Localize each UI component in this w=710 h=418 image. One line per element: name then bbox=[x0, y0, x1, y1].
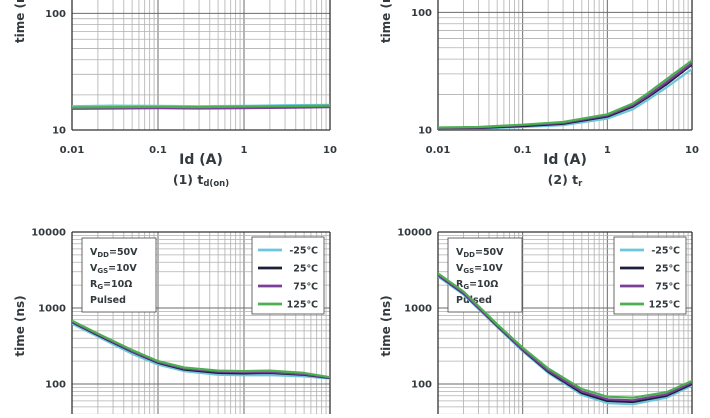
series-group bbox=[438, 272, 692, 406]
condition-line: Pulsed bbox=[90, 295, 126, 306]
series-line-4 bbox=[72, 104, 330, 109]
condition-subscript: GS bbox=[463, 267, 474, 275]
x-tick-label: 10 bbox=[685, 145, 699, 156]
condition-line: VDD=50V bbox=[90, 247, 138, 259]
panel-caption: (1) td(on) bbox=[173, 172, 229, 189]
series-line-4 bbox=[438, 59, 692, 129]
condition-value: =10V bbox=[108, 263, 137, 274]
condition-line: VGS=10V bbox=[90, 263, 137, 275]
condition-line: VDD=50V bbox=[456, 247, 504, 259]
condition-value: =10Ω bbox=[103, 279, 132, 290]
legend-label: 125℃ bbox=[287, 300, 318, 311]
condition-value: =50V bbox=[109, 247, 138, 258]
condition-subscript: GS bbox=[97, 267, 108, 275]
conditions-box bbox=[81, 237, 157, 313]
series-line-4 bbox=[438, 272, 692, 399]
condition-symbol: V bbox=[456, 263, 464, 274]
y-tick-label: 100 bbox=[45, 380, 66, 391]
condition-subscript: DD bbox=[463, 251, 475, 259]
condition-subscript: G bbox=[463, 283, 469, 291]
series-line-3 bbox=[72, 105, 330, 110]
x-tick-label: 1 bbox=[241, 145, 248, 156]
series-group bbox=[72, 103, 330, 110]
conditions-box bbox=[447, 237, 523, 313]
condition-line: RG=10Ω bbox=[456, 279, 498, 291]
condition-line: RG=10Ω bbox=[90, 279, 132, 291]
condition-value: =10V bbox=[474, 263, 503, 274]
y-tick-label: 10000 bbox=[31, 228, 66, 239]
y-tick-label: 100 bbox=[411, 8, 432, 19]
series-line-1 bbox=[72, 322, 330, 380]
gridlines bbox=[437, 0, 692, 131]
y-tick-label: 1000 bbox=[404, 304, 432, 315]
condition-symbol: V bbox=[90, 247, 98, 258]
y-tick-label: 1000 bbox=[38, 304, 66, 315]
gridlines bbox=[71, 0, 330, 131]
caption-main: (2) t bbox=[548, 172, 578, 187]
y-tick-label: 10 bbox=[52, 126, 66, 137]
caption-subscript: r bbox=[578, 179, 583, 189]
legend-label: 125℃ bbox=[649, 300, 680, 311]
condition-subscript: G bbox=[97, 283, 103, 291]
series-line-4 bbox=[72, 319, 330, 379]
caption-main: (1) t bbox=[173, 172, 203, 187]
chart-panel-2: 10 100 0.01 0.1 1 10 Id (A) (2) tr time (ns) bbox=[379, 0, 699, 189]
x-axis-title: Id (A) bbox=[543, 152, 587, 168]
y-axis-title: time (ns) bbox=[13, 295, 27, 356]
legend-label: -25℃ bbox=[289, 246, 318, 257]
condition-symbol: R bbox=[456, 279, 464, 290]
condition-symbol: R bbox=[90, 279, 98, 290]
y-tick-label: 10000 bbox=[397, 228, 432, 239]
chart-panel-1: 10 100 0.01 0.1 1 10 Id (A) (1) td(on) time (ns) bbox=[13, 0, 337, 189]
condition-symbol: V bbox=[456, 247, 464, 258]
y-tick-label: 100 bbox=[45, 9, 66, 20]
series-group bbox=[438, 59, 692, 130]
legend-label: 25℃ bbox=[293, 264, 318, 275]
x-axis-title: Id (A) bbox=[179, 152, 223, 168]
series-line-1 bbox=[438, 67, 692, 130]
x-tick-label: 0.01 bbox=[60, 145, 85, 156]
condition-line: VGS=10V bbox=[456, 263, 503, 275]
condition-symbol: Pulsed bbox=[90, 295, 126, 306]
y-tick-label: 100 bbox=[411, 380, 432, 391]
x-tick-label: 10 bbox=[323, 145, 337, 156]
series-group bbox=[72, 319, 330, 380]
legend-label: -25℃ bbox=[651, 246, 680, 257]
y-tick-label: 10 bbox=[418, 126, 432, 137]
x-tick-label: 1 bbox=[604, 145, 611, 156]
condition-symbol: V bbox=[90, 263, 98, 274]
legend-label: 75℃ bbox=[293, 282, 318, 293]
y-axis-title: time (ns) bbox=[379, 0, 393, 43]
legend-label: 25℃ bbox=[655, 264, 680, 275]
panel-caption: (2) tr bbox=[548, 172, 583, 189]
condition-value: =10Ω bbox=[469, 279, 498, 290]
x-tick-label: 0.1 bbox=[514, 145, 532, 156]
condition-subscript: DD bbox=[97, 251, 109, 259]
legend-label: 75℃ bbox=[655, 282, 680, 293]
y-axis-title: time (ns) bbox=[13, 0, 27, 43]
x-tick-label: 0.1 bbox=[149, 145, 167, 156]
caption-subscript: d(on) bbox=[203, 179, 229, 189]
y-axis-title: time (ns) bbox=[379, 295, 393, 356]
condition-value: =50V bbox=[475, 247, 504, 258]
x-tick-label: 0.01 bbox=[426, 145, 451, 156]
